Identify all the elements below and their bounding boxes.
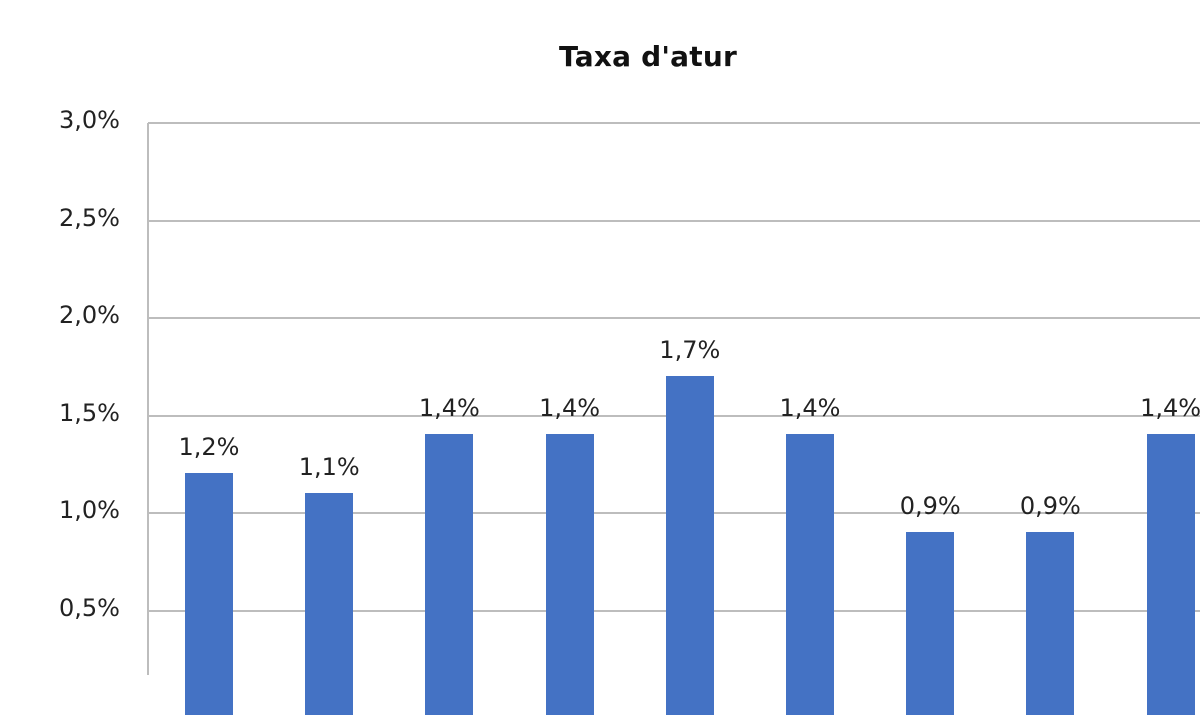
bar-value-label: 1,4% (389, 394, 509, 422)
y-tick-label: 1,5% (0, 399, 120, 427)
y-tick-label: 2,0% (0, 301, 120, 329)
bar-value-label: 1,4% (750, 394, 870, 422)
bar (425, 434, 473, 715)
bar-value-label: 0,9% (870, 492, 990, 520)
gridline (148, 317, 1200, 319)
bar (185, 473, 233, 715)
bar (786, 434, 834, 715)
bar-value-label: 1,4% (510, 394, 630, 422)
bar (666, 376, 714, 715)
bar-value-label: 1,4% (1111, 394, 1200, 422)
y-tick-label: 0,5% (0, 594, 120, 622)
bar (1026, 532, 1074, 715)
gridline (148, 122, 1200, 124)
plot-area: 0,5%1,0%1,5%2,0%2,5%3,0%1,2%1,1%1,4%1,4%… (0, 0, 1200, 675)
y-tick-label: 1,0% (0, 496, 120, 524)
gridline (148, 220, 1200, 222)
bar (546, 434, 594, 715)
y-tick-label: 2,5% (0, 204, 120, 232)
bar (305, 493, 353, 715)
bar-value-label: 1,1% (269, 453, 389, 481)
y-tick-label: 3,0% (0, 106, 120, 134)
bar (906, 532, 954, 715)
bar-value-label: 1,7% (630, 336, 750, 364)
bar (1147, 434, 1195, 715)
bar-value-label: 0,9% (990, 492, 1110, 520)
y-axis-line (147, 123, 149, 675)
bar-value-label: 1,2% (149, 433, 269, 461)
